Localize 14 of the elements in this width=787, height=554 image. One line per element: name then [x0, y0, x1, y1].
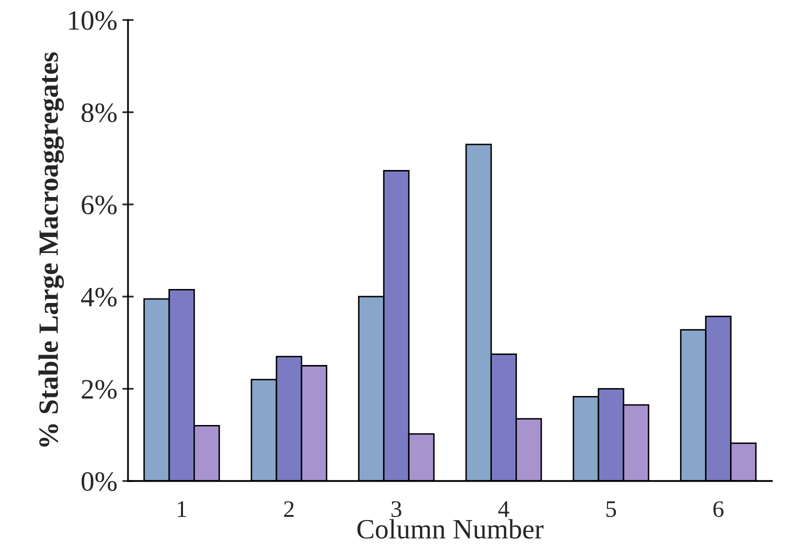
x-tick-label: 5	[606, 501, 616, 518]
y-tick-label: 4%	[81, 288, 117, 307]
y-tick-label: 0%	[82, 472, 117, 491]
x-tick-label: 4	[498, 501, 510, 517]
x-tick-label: 6	[713, 501, 724, 518]
y-tick-label: 8%	[82, 103, 117, 122]
x-axis-title: Column Number	[357, 519, 544, 539]
y-axis-title: % Stable Large Macroaggregates	[38, 52, 64, 447]
y-tick-label: 10%	[69, 11, 117, 30]
y-tick-label: 6%	[82, 196, 117, 214]
x-tick-label: 1	[178, 501, 186, 517]
x-tick-label: 2	[284, 501, 294, 517]
y-tick-label: 2%	[82, 380, 117, 399]
x-tick-label: 3	[392, 501, 402, 518]
